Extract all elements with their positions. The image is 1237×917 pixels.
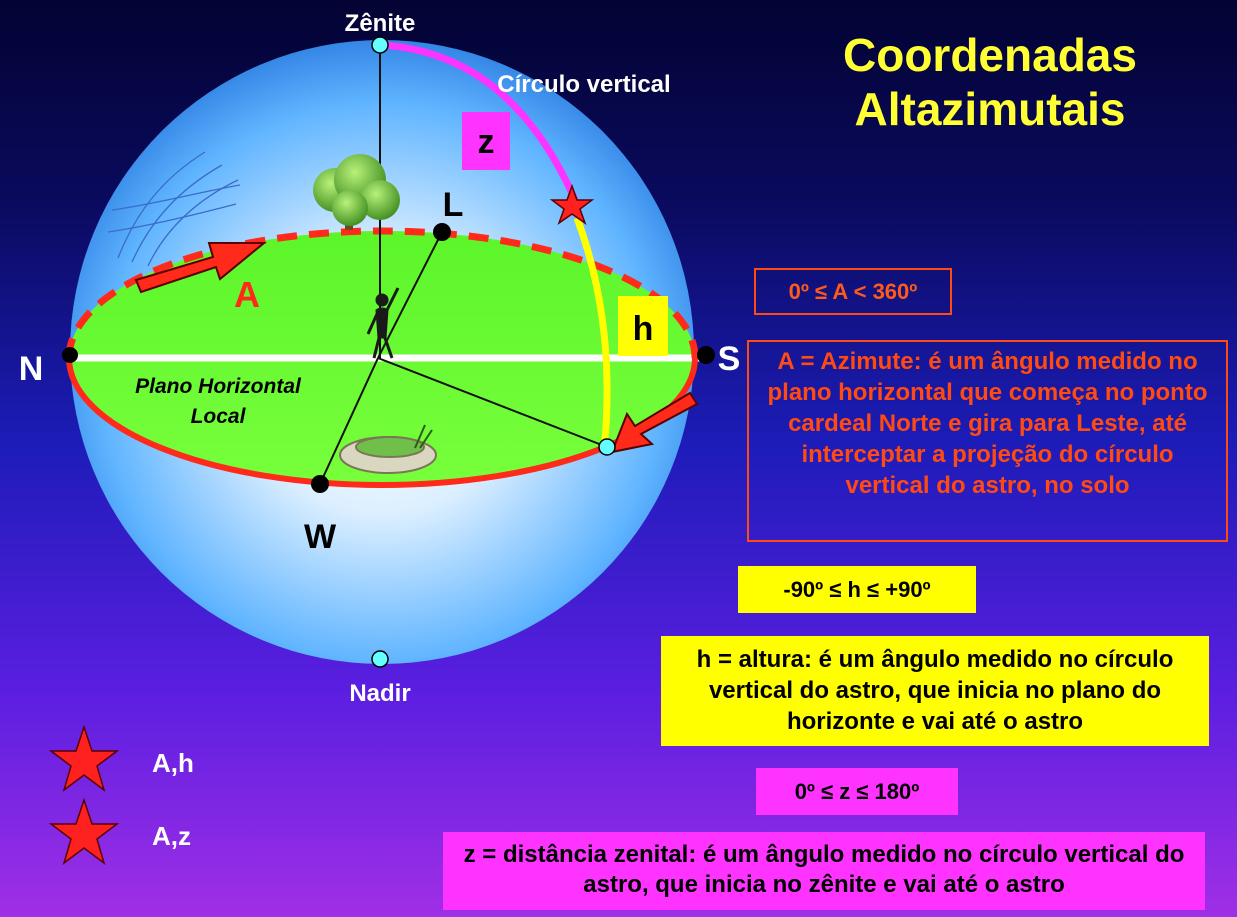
tree-icon xyxy=(313,154,400,230)
title-line2: Altazimutais xyxy=(854,83,1126,135)
altitude-description-box: h = altura: é um ângulo medido no círcul… xyxy=(661,636,1209,746)
zenith-point xyxy=(371,36,389,54)
nadir-label: Nadir xyxy=(349,680,410,707)
azimuth-arrow-bottom xyxy=(610,391,699,454)
nadir-point xyxy=(371,650,389,668)
zenith-range-box: 0º ≤ z ≤ 180º xyxy=(756,768,958,815)
azimuth-arrow-top xyxy=(134,242,267,294)
h-symbol: h xyxy=(633,310,654,348)
h-label-box xyxy=(618,296,668,356)
z-label-box xyxy=(462,112,510,170)
altitude-range-box: -90º ≤ h ≤ +90º xyxy=(738,566,976,613)
zenith-distance-description-box: z = distância zenital: é um ângulo medid… xyxy=(443,832,1205,910)
legend-star-icon-1 xyxy=(48,724,120,792)
sky-grid-sketch xyxy=(107,151,241,267)
azimuth-range-box: 0º ≤ A < 360º xyxy=(754,268,952,315)
vertical-circle-label: Círculo vertical xyxy=(497,71,670,98)
a-symbol: A xyxy=(234,274,260,315)
z-symbol: z xyxy=(478,123,495,161)
west-point xyxy=(311,475,329,493)
legend-label-1: A,h xyxy=(152,748,194,778)
south-point xyxy=(697,346,715,364)
plane-label-line1: Plano Horizontal xyxy=(135,375,302,398)
star-icon xyxy=(549,183,595,225)
zenith-label: Zênite xyxy=(345,10,416,37)
west-label: W xyxy=(304,518,337,556)
title-line1: Coordenadas xyxy=(843,29,1137,81)
altitude-arc xyxy=(573,216,611,441)
page-title: Coordenadas Altazimutais xyxy=(760,28,1220,136)
east-point xyxy=(433,223,451,241)
north-point xyxy=(62,347,78,363)
azimuth-description-box: A = Azimute: é um ângulo medido no plano… xyxy=(747,340,1228,542)
star-projection-point xyxy=(598,438,616,456)
plane-label-line2: Local xyxy=(191,405,247,428)
south-label: S xyxy=(718,340,741,378)
well-icon xyxy=(339,424,437,474)
legend-label-2: A,z xyxy=(152,821,191,851)
north-label: N xyxy=(19,350,44,388)
legend-star-icon-2 xyxy=(48,797,120,865)
observer-figure xyxy=(366,287,400,359)
east-label: L xyxy=(443,186,464,224)
zenith-distance-arc xyxy=(379,41,579,202)
